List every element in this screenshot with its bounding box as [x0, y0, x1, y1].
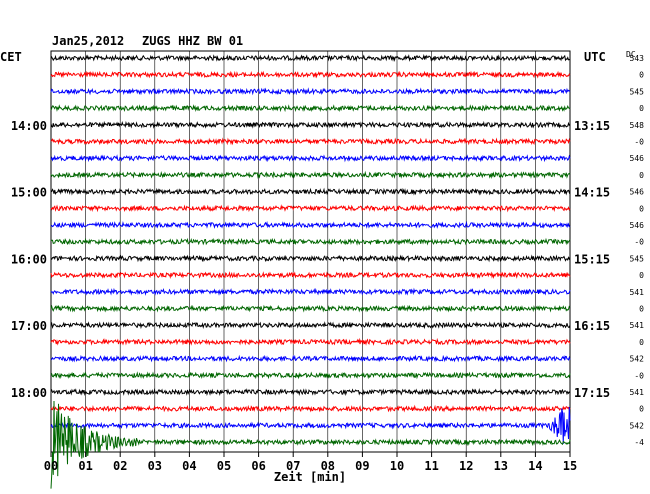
- trace-group: [50, 53, 571, 489]
- x-tick-label: 05: [217, 459, 231, 473]
- right-zone-label: UTC: [584, 50, 606, 64]
- seismic-trace: [50, 120, 571, 129]
- dc-value: 0: [639, 71, 644, 80]
- plot-grid: [50, 50, 571, 453]
- dc-value: 541: [630, 288, 645, 297]
- dc-value: 543: [630, 54, 645, 63]
- dc-value: 546: [630, 154, 645, 163]
- hour-label-cet: 18:00: [11, 386, 47, 400]
- x-tick-label: 15: [563, 459, 577, 473]
- seismic-trace: [50, 271, 571, 280]
- hour-label-utc: 17:15: [574, 386, 610, 400]
- dc-value: 542: [630, 355, 645, 364]
- seismic-trace: [50, 237, 571, 246]
- station-code: ZUGS HHZ BW 01: [142, 34, 243, 48]
- seismic-trace: [50, 287, 571, 296]
- seismic-trace: [50, 170, 571, 179]
- seismic-trace: [50, 254, 571, 263]
- dc-value: 546: [630, 188, 645, 197]
- recording-date: Jan25,2012: [52, 34, 124, 48]
- dc-value: 545: [630, 87, 645, 96]
- x-tick-label: 09: [355, 459, 369, 473]
- dc-value: 0: [639, 271, 644, 280]
- seismic-trace: [50, 187, 571, 196]
- hour-label-utc: 15:15: [574, 252, 610, 266]
- x-tick-label: 03: [148, 459, 162, 473]
- x-tick-label: 00: [44, 459, 58, 473]
- hour-label-utc: 14:15: [574, 186, 610, 200]
- x-axis-ticks: 00 01 02 03 04 05 06 07 08 09 10 11 12 13 14 15: [44, 452, 577, 473]
- seismic-trace: [50, 137, 571, 146]
- seismic-trace: [50, 220, 571, 230]
- dc-value: 548: [630, 121, 645, 130]
- x-tick-label: 10: [390, 459, 404, 473]
- seismic-trace: [50, 87, 571, 96]
- dc-value: 0: [639, 104, 644, 113]
- x-tick-label: 08: [321, 459, 335, 473]
- dc-value: 0: [639, 338, 644, 347]
- seismic-trace: [50, 70, 571, 79]
- hour-label-utc: 13:15: [574, 119, 610, 133]
- hour-label-cet: 15:00: [11, 186, 47, 200]
- dc-value: 546: [630, 221, 645, 230]
- x-tick-label: 12: [459, 459, 473, 473]
- x-tick-label: 14: [528, 459, 542, 473]
- hour-label-cet: 17:00: [11, 319, 47, 333]
- dc-value: 0: [639, 204, 644, 213]
- dc-value: -0: [634, 238, 644, 247]
- dc-value: 541: [630, 388, 645, 397]
- dc-value: 0: [639, 171, 644, 180]
- seismic-trace: [50, 204, 571, 213]
- x-tick-label: 11: [424, 459, 438, 473]
- dc-header: DC: [626, 50, 636, 59]
- hour-label-utc: 16:15: [574, 319, 610, 333]
- seismic-trace: [50, 104, 571, 113]
- x-tick-label: 02: [113, 459, 127, 473]
- dc-value: 542: [630, 421, 645, 430]
- seismic-trace: [50, 354, 571, 363]
- dc-value: -0: [634, 371, 644, 380]
- dc-value: 545: [630, 254, 645, 263]
- dc-value: -0: [634, 138, 644, 147]
- x-axis-label: Zeit [min]: [274, 470, 346, 484]
- dc-value: 0: [639, 405, 644, 414]
- seismic-trace: [50, 53, 571, 62]
- seismic-trace: [50, 388, 571, 397]
- dc-value: 0: [639, 305, 644, 314]
- dc-value: 541: [630, 321, 645, 330]
- seismic-trace: [50, 371, 571, 380]
- x-tick-label: 07: [286, 459, 300, 473]
- plot-frame: [50, 50, 571, 453]
- seismic-trace: [50, 304, 571, 313]
- x-tick-label: 13: [494, 459, 508, 473]
- seismic-trace: [50, 321, 571, 330]
- seismic-trace: [50, 337, 571, 346]
- x-tick-label: 04: [182, 459, 196, 473]
- x-tick-label: 06: [251, 459, 265, 473]
- hour-label-cet: 16:00: [11, 252, 47, 266]
- dc-values: 543 0 545 0 548 -0 546 0 546 0 546 -0 545 0 541 0 541 0 54…: [630, 54, 645, 447]
- left-zone-label: CET: [0, 50, 22, 64]
- x-tick-label: 01: [78, 459, 92, 473]
- seismic-trace: [50, 400, 571, 489]
- seismic-trace: [50, 407, 571, 445]
- seismic-trace: [50, 404, 571, 413]
- seismic-trace: [50, 154, 571, 163]
- dc-value: -4: [634, 438, 644, 447]
- hour-label-cet: 14:00: [11, 119, 47, 133]
- hour-labels: 14:00 15:00 16:00 17:00 18:00 13:15 14:15 15:15…: [11, 119, 610, 400]
